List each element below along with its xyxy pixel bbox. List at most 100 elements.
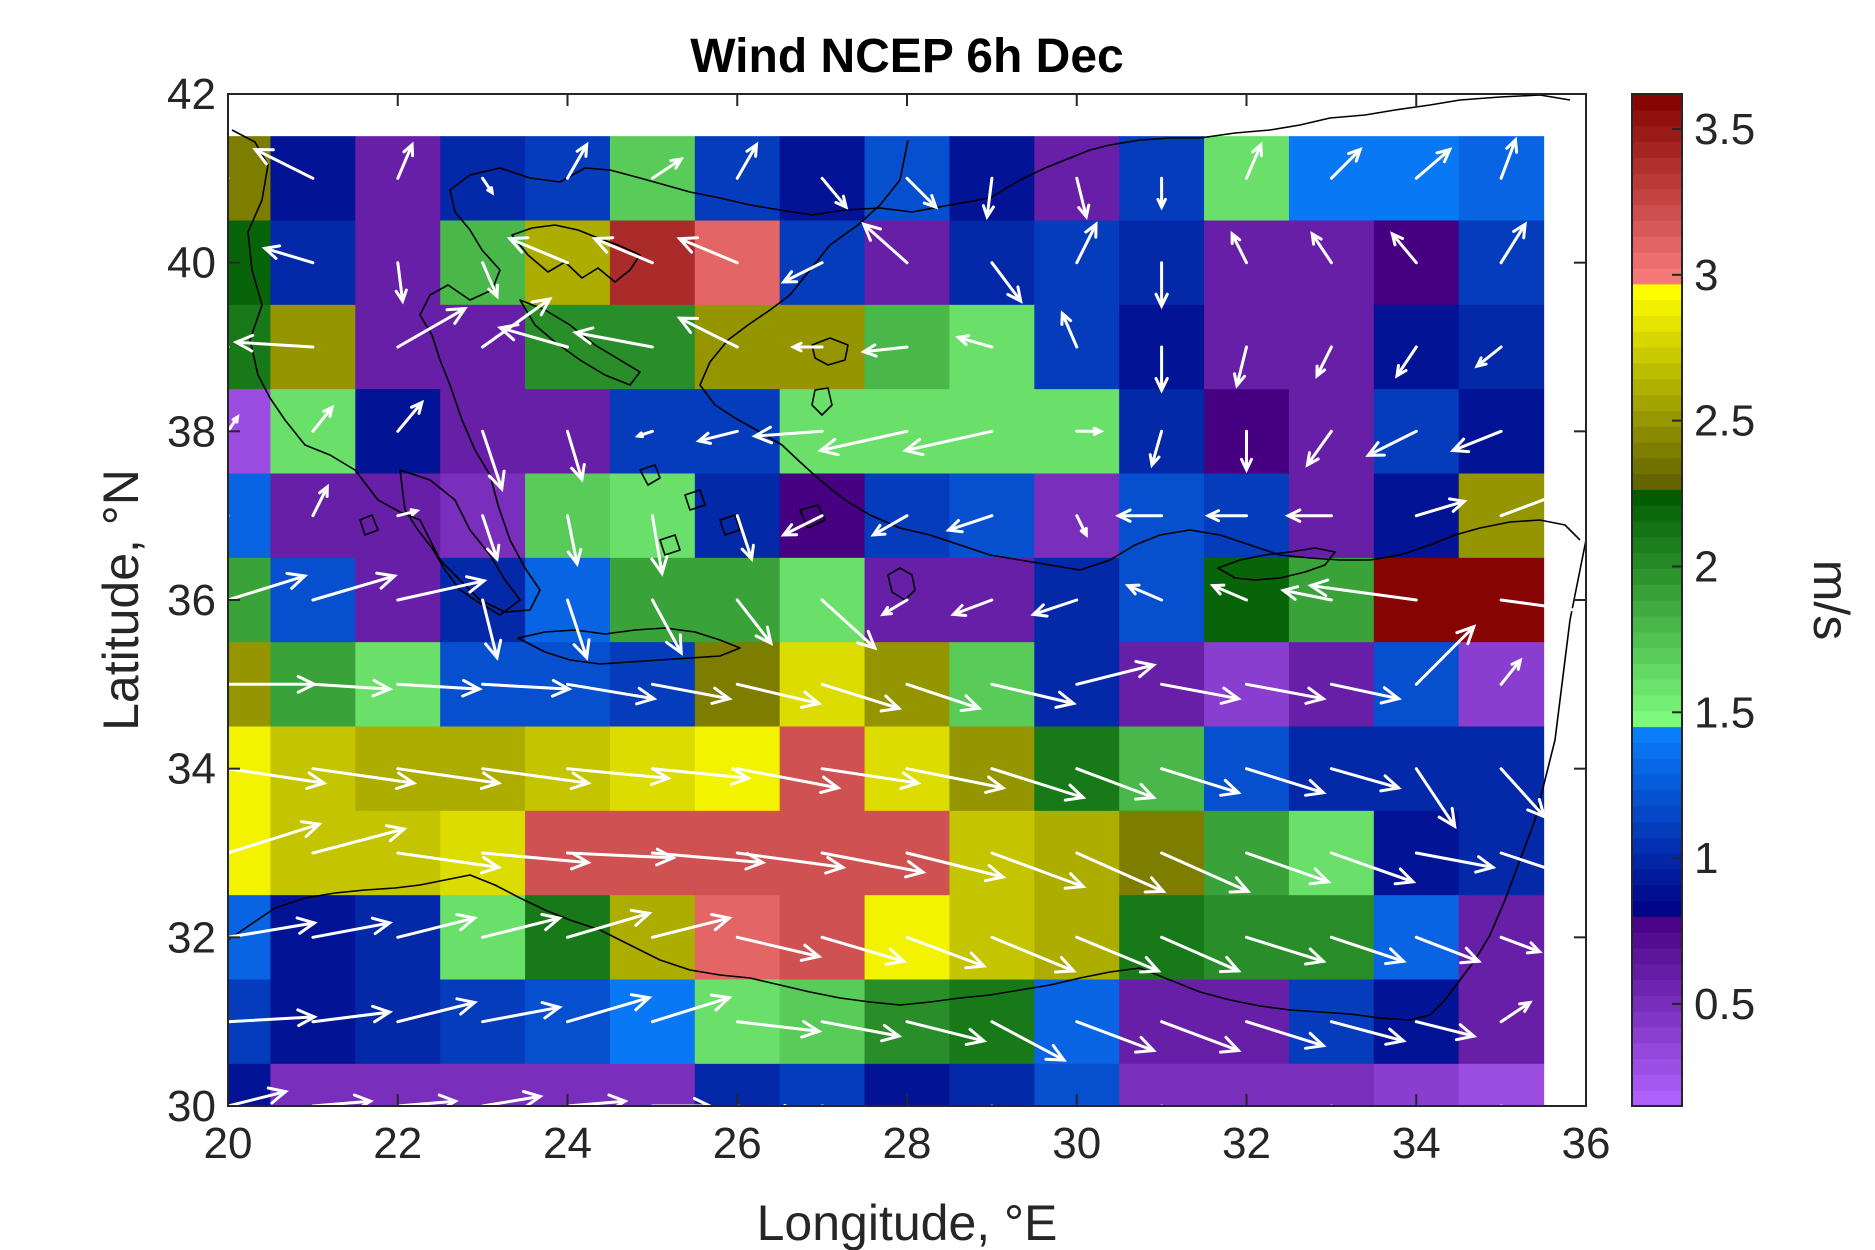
wind-arrow (1075, 426, 1105, 436)
wind-arrow (880, 598, 909, 617)
colorbar-step (1632, 758, 1682, 775)
colorbar-step (1632, 932, 1682, 949)
wind-arrow (566, 141, 589, 180)
colorbar-tick-label: 0.5 (1694, 980, 1755, 1029)
wind-arrow (228, 916, 318, 939)
wind-arrow (905, 851, 1007, 883)
wind-arrow (1156, 176, 1167, 211)
coastline-balkans (231, 94, 1571, 613)
colorbar-step (1632, 347, 1682, 364)
wind-arrow (1449, 429, 1503, 454)
wind-arrow (566, 514, 583, 568)
coastline-ionian-island (359, 514, 379, 536)
wind-arrow (751, 425, 824, 445)
colorbar-step (1632, 710, 1682, 728)
colorbar-step (1632, 853, 1682, 870)
y-tick-label: 40 (167, 239, 216, 288)
wind-arrow (676, 236, 739, 265)
wind-arrow (735, 935, 823, 962)
wind-arrows (228, 136, 1586, 1106)
wind-arrow (481, 913, 563, 939)
wind-arrow (1240, 429, 1253, 474)
wind-arrow (820, 176, 849, 210)
heat-cell (228, 304, 272, 390)
colorbar-step (1632, 473, 1682, 490)
wind-arrow (990, 261, 1023, 304)
colorbar-step (1632, 1042, 1682, 1060)
colorbar-step (1632, 868, 1682, 886)
y-tick-label: 32 (167, 913, 216, 962)
coastline-chios (811, 387, 833, 416)
coastline-crete (517, 627, 741, 665)
wind-arrow (1329, 1020, 1407, 1046)
wind-arrow (1474, 345, 1503, 369)
wind-arrow (1499, 1000, 1533, 1024)
colorbar: 0.5 1 1.5 2 2.5 3 3.5 m/s (1631, 93, 1859, 1107)
colorbar-step (1632, 1026, 1682, 1044)
wind-arrow (861, 222, 909, 265)
colorbar-tick-label: 2.5 (1694, 397, 1755, 446)
colorbar-step (1632, 631, 1682, 649)
coastline-cyclades-3 (719, 514, 741, 536)
colorbar-step (1632, 647, 1682, 664)
wind-arrow (650, 682, 733, 705)
wind-arrow (950, 598, 994, 617)
wind-arrow (990, 767, 1087, 802)
wind-arrow (1245, 767, 1327, 797)
wind-arrow (481, 851, 592, 871)
wind-arrow (396, 851, 503, 875)
wind-arrow (1075, 660, 1157, 686)
wind-arrow (1160, 682, 1242, 705)
wind-arrow (902, 429, 994, 457)
wind-arrow (820, 851, 927, 879)
colorbar-step (1632, 236, 1682, 253)
wind-arrow (870, 514, 909, 537)
colorbar-step (1632, 979, 1682, 996)
wind-arrow (735, 1020, 823, 1039)
wind-arrow (735, 682, 823, 709)
wind-arrow (1209, 583, 1248, 602)
colorbar-step (1632, 947, 1682, 965)
wind-arrow (1075, 1020, 1157, 1054)
wind-arrow (396, 141, 415, 180)
wind-arrow (1075, 176, 1091, 221)
colorbar-step (1632, 283, 1682, 301)
wind-arrow (481, 176, 495, 196)
coastline-euboea (519, 299, 641, 386)
wind-arrow (481, 297, 553, 349)
colorbar-step (1632, 441, 1682, 459)
wind-arrow (780, 514, 824, 537)
coastline-cyclades-1 (639, 464, 661, 486)
wind-arrow (945, 514, 994, 534)
wind-arrow (650, 993, 733, 1024)
colorbar-step (1632, 457, 1682, 475)
colorbar-step (1632, 109, 1682, 127)
colorbar-step (1632, 995, 1682, 1012)
colorbar-step (1632, 584, 1682, 601)
colorbar-step (1632, 1058, 1682, 1075)
wind-arrow (311, 767, 418, 790)
colorbar-step (1632, 394, 1682, 411)
y-tick-label: 42 (167, 70, 216, 119)
colorbar-tick-label: 3 (1694, 251, 1718, 300)
colorbar-label: m/s (1803, 560, 1859, 641)
wind-arrow (650, 598, 683, 656)
colorbar-step (1632, 568, 1682, 585)
wind-arrow (820, 935, 907, 966)
wind-arrow (1245, 851, 1332, 886)
colorbar-step (1632, 615, 1682, 633)
wind-arrow (1075, 221, 1098, 265)
wind-arrow (228, 767, 328, 790)
wind-arrow (566, 429, 586, 483)
wind-arrow (228, 414, 240, 433)
coastline-chalkidiki (511, 224, 641, 283)
colorbar-step (1632, 916, 1682, 933)
y-tick-label: 36 (167, 576, 216, 625)
y-axis-label: Latitude, °N (93, 469, 149, 731)
wind-arrow (990, 1020, 1067, 1062)
wind-arrow (820, 682, 903, 713)
colorbar-step (1632, 299, 1682, 316)
wind-arrow (990, 851, 1087, 890)
y-tick-label: 30 (167, 1082, 216, 1131)
